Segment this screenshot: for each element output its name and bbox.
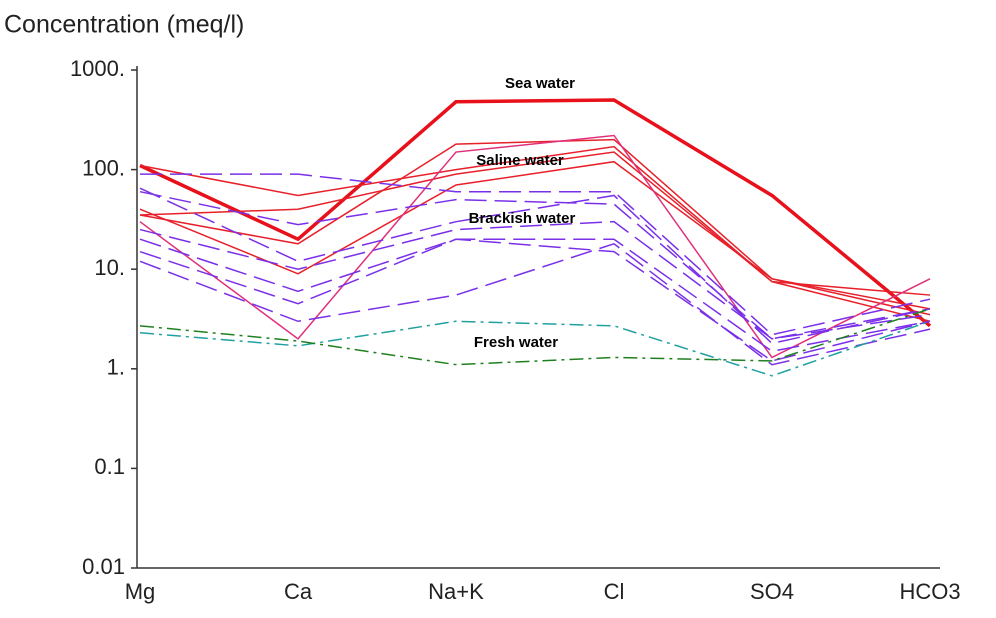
series-line: [139, 220, 931, 340]
annotation: Fresh water: [474, 334, 558, 351]
series-line: [139, 138, 931, 310]
x-tick-label: HCO3: [899, 579, 960, 604]
y-tick-label: 1.: [107, 355, 125, 380]
series-line: [139, 151, 931, 323]
series-line: [139, 98, 932, 328]
series-line: [139, 238, 931, 353]
annotation: Saline water: [476, 152, 564, 169]
series-line: [139, 187, 931, 345]
y-tick-label: 1000.: [70, 56, 125, 81]
series-line: [139, 134, 931, 359]
annotation: Brackish water: [469, 210, 576, 227]
x-tick-label: Mg: [125, 579, 156, 604]
x-tick-label: Cl: [604, 579, 625, 604]
y-tick-label: 0.01: [82, 554, 125, 579]
y-tick-label: 0.1: [94, 454, 125, 479]
series-line: [139, 190, 931, 340]
x-tick-label: Ca: [284, 579, 313, 604]
series-line: [139, 308, 931, 366]
series-line: [139, 320, 931, 377]
y-tick-label: 10.: [94, 255, 125, 280]
annotation: Sea water: [505, 75, 575, 92]
series-line: [140, 173, 931, 336]
x-tick-label: Na+K: [428, 579, 484, 604]
series-line: [139, 238, 931, 362]
x-tick-label: SO4: [750, 579, 794, 604]
chart-title: Concentration (meq/l): [4, 11, 244, 39]
series-line: [139, 242, 931, 366]
y-tick-label: 100.: [82, 155, 125, 180]
